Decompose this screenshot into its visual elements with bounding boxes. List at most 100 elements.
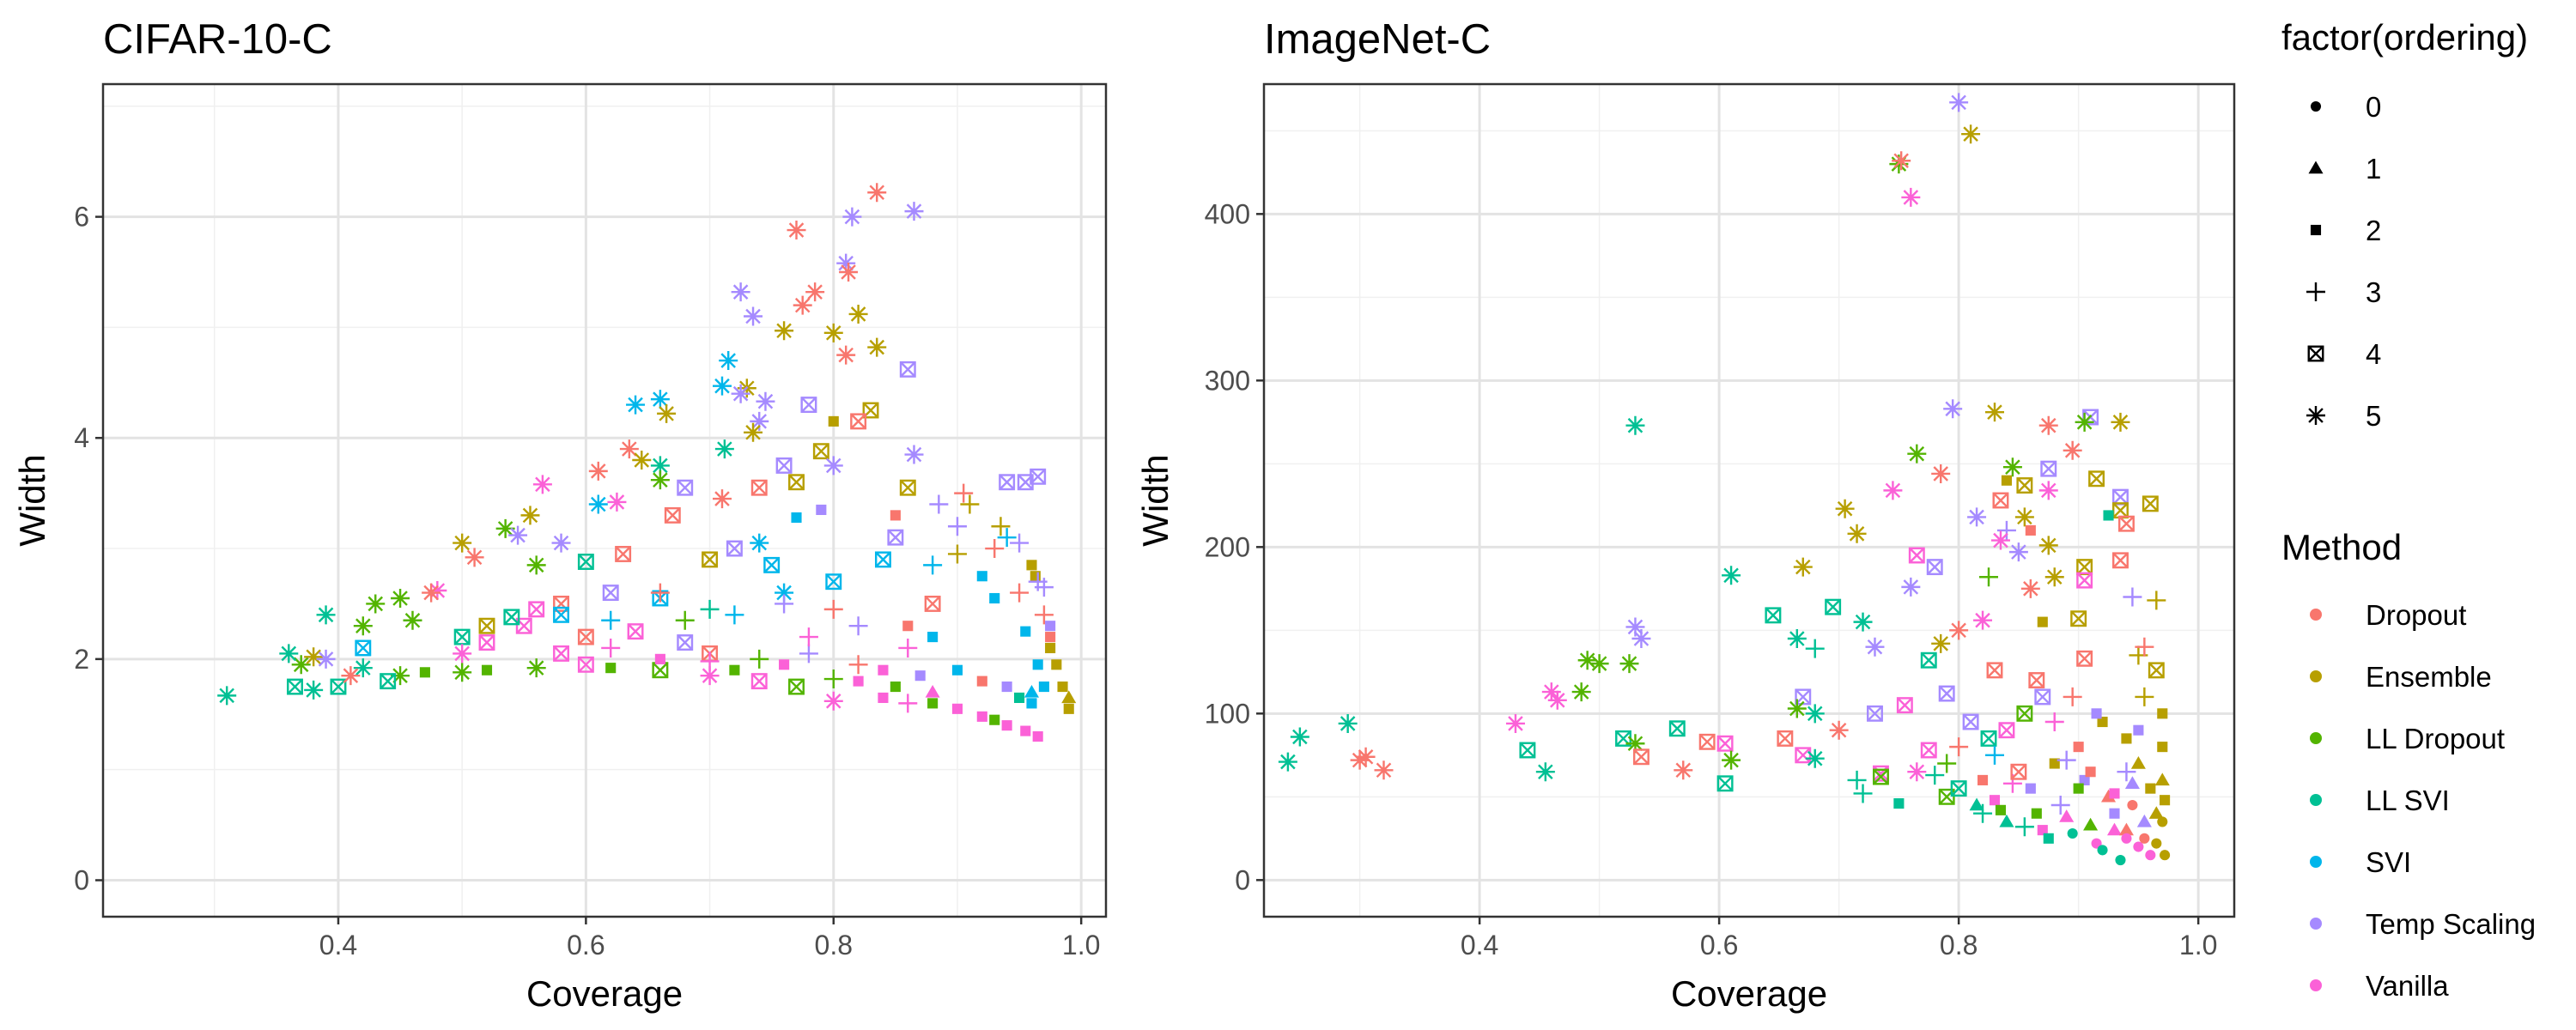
point-ll-dropout-ordering-5 — [1589, 654, 1609, 674]
point-vanilla-ordering-0 — [2133, 841, 2144, 852]
legend-key-vanilla — [2310, 979, 2322, 991]
point-ensemble-ordering-2 — [2157, 708, 2168, 719]
minor-gridlines — [1264, 84, 2234, 917]
point-vanilla-ordering-1 — [925, 684, 940, 698]
point-vanilla-ordering-3 — [700, 651, 720, 671]
point-dropout-ordering-5 — [1674, 760, 1693, 780]
point-svi-ordering-5 — [750, 533, 769, 553]
point-ll-dropout-ordering-2 — [890, 682, 901, 693]
x-tick-label: 1.0 — [1062, 930, 1100, 960]
point-temp-scaling-ordering-2 — [1001, 682, 1012, 693]
point-temp-scaling-ordering-5 — [756, 391, 775, 411]
point-ll-svi-ordering-0 — [2067, 827, 2078, 839]
legend-key-ordering-4 — [2307, 345, 2324, 362]
point-ensemble-ordering-4 — [899, 479, 916, 496]
point-dropout-ordering-2 — [902, 621, 914, 632]
point-dropout-ordering-2 — [1977, 774, 1989, 785]
point-ll-dropout-ordering-5 — [291, 655, 311, 675]
point-temp-scaling-ordering-5 — [1865, 637, 1885, 657]
point-svi-ordering-3 — [1984, 745, 2004, 765]
point-svi-ordering-3 — [601, 610, 621, 630]
point-vanilla-ordering-3 — [898, 638, 918, 657]
point-svi-ordering-5 — [775, 583, 794, 603]
point-temp-scaling-ordering-4 — [2040, 460, 2057, 477]
point-ensemble-ordering-2 — [1030, 571, 1041, 582]
point-vanilla-ordering-5 — [1973, 610, 1993, 630]
point-temp-scaling-ordering-5 — [823, 456, 843, 476]
point-temp-scaling-ordering-1 — [2136, 814, 2152, 827]
point-dropout-ordering-3 — [1949, 737, 1969, 757]
point-ll-svi-ordering-4 — [1519, 742, 1536, 759]
point-temp-scaling-ordering-5 — [551, 533, 571, 553]
major-gridlines — [103, 84, 1106, 917]
point-svi-ordering-2 — [927, 632, 939, 643]
point-vanilla-ordering-5 — [1990, 530, 2010, 550]
panel-cifar10c: CIFAR-10-C Coverage Width 0.4 0.6 0.8 1.0 0… — [12, 16, 1108, 1014]
point-svi-ordering-4 — [874, 551, 891, 568]
point-ll-svi-ordering-0 — [2097, 845, 2108, 856]
point-ll-dropout-ordering-3 — [675, 610, 695, 630]
point-temp-scaling-ordering-2 — [2109, 808, 2120, 819]
point-ensemble-ordering-5 — [2014, 507, 2034, 527]
point-temp-scaling-ordering-1 — [2124, 776, 2140, 789]
point-dropout-ordering-2 — [2025, 524, 2036, 536]
point-dropout-ordering-3 — [848, 655, 868, 675]
legend-title-method: Method — [2281, 527, 2402, 567]
point-ll-svi-ordering-5 — [714, 439, 734, 459]
point-ensemble-ordering-2 — [2001, 475, 2012, 486]
point-svi-ordering-2 — [791, 512, 802, 524]
point-ll-dropout-ordering-5 — [391, 589, 410, 609]
minor-gridlines — [103, 84, 1106, 917]
legend-label-ordering: 5 — [2366, 400, 2381, 432]
legend-key-ordering-5 — [2306, 406, 2325, 425]
point-ll-svi-ordering-4 — [453, 628, 471, 645]
point-vanilla-ordering-4 — [1920, 742, 1937, 759]
point-svi-ordering-2 — [951, 664, 963, 676]
point-temp-scaling-ordering-4 — [677, 634, 694, 651]
legend-label-ordering: 0 — [2366, 91, 2381, 123]
point-ll-svi-ordering-0 — [2115, 854, 2126, 866]
point-vanilla-ordering-4 — [528, 601, 545, 618]
y-tick-label: 6 — [74, 202, 89, 233]
point-ll-svi-ordering-4 — [1668, 720, 1686, 737]
point-temp-scaling-ordering-4 — [800, 397, 817, 414]
point-ensemble-ordering-5 — [867, 337, 887, 357]
point-svi-ordering-4 — [553, 606, 569, 623]
legend-key-ll-svi — [2310, 794, 2322, 806]
y-tick-label: 4 — [74, 422, 89, 453]
legend-ordering-entries: 0 1 2 3 4 5 — [2306, 91, 2381, 432]
point-temp-scaling-ordering-5 — [1625, 617, 1645, 637]
legend: factor(ordering) 0 1 2 3 4 5 Method Dropout En… — [2281, 17, 2536, 1002]
point-ll-dropout-ordering-4 — [788, 678, 805, 695]
point-temp-scaling-ordering-5 — [2008, 542, 2028, 562]
point-ll-svi-ordering-5 — [1338, 713, 1358, 733]
point-ll-svi-ordering-5 — [279, 644, 299, 663]
x-tick-label: 0.6 — [567, 930, 605, 960]
point-temp-scaling-ordering-5 — [904, 202, 924, 221]
data-points — [217, 183, 1077, 742]
y-tick-label: 0 — [74, 864, 89, 895]
point-dropout-ordering-5 — [1892, 151, 1911, 171]
point-vanilla-ordering-5 — [428, 580, 447, 600]
point-ll-dropout-ordering-2 — [481, 664, 493, 676]
point-ll-svi-ordering-5 — [353, 658, 373, 678]
point-dropout-ordering-2 — [1045, 632, 1056, 643]
point-ll-dropout-ordering-3 — [823, 670, 843, 689]
point-ensemble-ordering-2 — [1063, 703, 1074, 714]
point-temp-scaling-ordering-5 — [1901, 577, 1921, 597]
point-dropout-ordering-5 — [1829, 720, 1849, 740]
y-tick-label: 100 — [1205, 698, 1250, 729]
point-ll-svi-ordering-4 — [1920, 651, 1937, 669]
point-temp-scaling-ordering-4 — [726, 540, 743, 557]
y-tick-label: 2 — [74, 644, 89, 675]
point-ll-dropout-ordering-4 — [2016, 705, 2033, 722]
point-temp-scaling-ordering-3 — [1034, 578, 1054, 597]
point-dropout-ordering-4 — [2117, 515, 2135, 532]
point-vanilla-ordering-2 — [951, 703, 963, 714]
point-dropout-ordering-2 — [2085, 766, 2096, 778]
point-svi-ordering-2 — [1038, 682, 1049, 693]
point-ll-dropout-ordering-2 — [2073, 783, 2084, 794]
point-temp-scaling-ordering-5 — [744, 306, 763, 326]
point-ll-svi-ordering-3 — [1925, 766, 1945, 785]
point-ensemble-ordering-5 — [453, 533, 472, 553]
